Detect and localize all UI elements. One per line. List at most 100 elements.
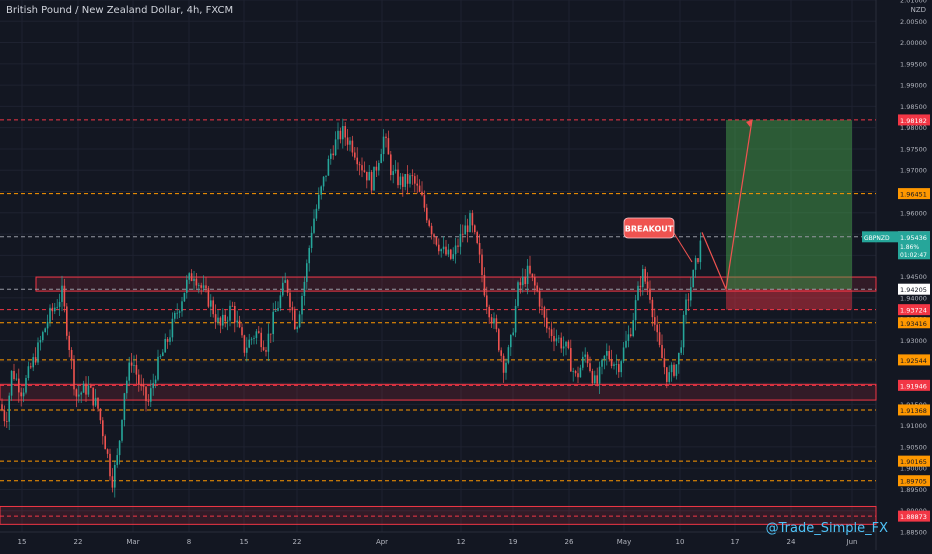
candle-body	[75, 389, 78, 397]
candle-body	[409, 175, 411, 184]
candle-body	[349, 140, 351, 145]
candle-body	[416, 183, 418, 186]
candle-body	[570, 348, 572, 372]
y-tick-label: 1.94500	[900, 273, 927, 281]
candle-body	[529, 265, 531, 274]
candle-body	[58, 301, 61, 307]
candle-body	[291, 307, 294, 311]
candle-body	[277, 307, 279, 311]
price-tag	[898, 379, 930, 391]
candle-body	[690, 287, 692, 301]
candle-body	[466, 225, 469, 233]
candle-body	[318, 194, 320, 209]
candle-body	[46, 321, 49, 329]
candle-body	[13, 370, 15, 380]
price-tag	[898, 188, 930, 200]
arrow-head	[746, 119, 752, 127]
candle-body	[210, 300, 212, 307]
candle-body	[282, 282, 284, 296]
candle-body	[519, 282, 522, 286]
candle-body	[42, 332, 44, 341]
candle-body	[632, 320, 634, 337]
candle-body	[73, 358, 75, 390]
y-tick-label: 2.00500	[900, 18, 927, 26]
candle-body	[106, 449, 109, 454]
candles	[1, 118, 702, 498]
candle-body	[541, 306, 543, 308]
x-tick-label: 19	[509, 538, 518, 546]
candle-body	[159, 356, 162, 357]
candle-body	[219, 317, 222, 326]
candle-body	[378, 162, 380, 171]
candle-body	[224, 314, 226, 322]
price-tag-label: 1.88873	[900, 513, 927, 521]
candle-body	[397, 169, 399, 186]
candle-body	[310, 232, 313, 249]
candle-body	[658, 332, 661, 345]
candle-body	[594, 375, 596, 384]
price-tag-label: 1.96451	[900, 191, 927, 199]
candle-body	[478, 243, 481, 255]
x-tick-label: 8	[187, 538, 191, 546]
candle-body	[226, 320, 229, 322]
candle-body	[114, 464, 116, 488]
candle-body	[85, 383, 87, 395]
breakout-callout	[623, 217, 675, 239]
y-tick-label: 1.98000	[900, 124, 927, 132]
candle-body	[1, 404, 3, 411]
price-tag	[898, 475, 930, 487]
y-tick-label: 1.88500	[900, 529, 927, 537]
candle-body	[553, 336, 555, 342]
candle-body	[183, 292, 186, 302]
candle-body	[531, 273, 534, 278]
candle-body	[493, 318, 495, 324]
candle-body	[601, 359, 603, 367]
candle-body	[188, 273, 190, 280]
candle-body	[474, 225, 476, 233]
candle-body	[634, 300, 637, 321]
target-zone	[726, 119, 852, 290]
stop-zone	[726, 289, 852, 310]
y-tick-label: 1.90000	[900, 465, 927, 473]
candle-body	[471, 213, 474, 226]
candle-body	[145, 386, 147, 402]
candle-body	[3, 410, 6, 422]
y-tick-label: 1.98500	[900, 103, 927, 111]
current-price-label: 1.95436	[900, 234, 927, 242]
candle-body	[178, 311, 181, 313]
candle-body	[613, 364, 615, 366]
candle-body	[505, 362, 507, 373]
candle-body	[394, 169, 397, 172]
candle-body	[368, 171, 370, 181]
candle-body	[116, 455, 118, 465]
candle-body	[567, 341, 570, 349]
candle-body	[639, 285, 642, 288]
candle-body	[649, 288, 651, 300]
candle-body	[66, 306, 68, 336]
watermark: @Trade_Simple_FX	[765, 521, 888, 536]
candle-body	[325, 175, 327, 177]
candle-body	[296, 327, 298, 330]
candle-body	[538, 290, 541, 307]
candle-body	[154, 379, 157, 384]
candle-body	[97, 397, 99, 409]
candle-body	[390, 154, 392, 176]
candle-body	[51, 307, 54, 312]
candle-body	[385, 136, 387, 139]
y-tick-label: 2.01000	[900, 0, 927, 5]
candle-body	[606, 351, 608, 356]
candle-body	[654, 317, 656, 325]
candle-body	[685, 299, 687, 315]
candle-body	[373, 166, 375, 191]
candle-body	[694, 258, 697, 270]
price-tag	[898, 455, 930, 467]
candle-body	[656, 324, 658, 333]
y-tick-label: 1.97500	[900, 145, 927, 153]
candle-body	[642, 269, 644, 288]
candle-body	[438, 244, 440, 252]
candle-body	[70, 350, 73, 359]
candle-body	[255, 331, 258, 339]
candle-body	[102, 420, 104, 437]
